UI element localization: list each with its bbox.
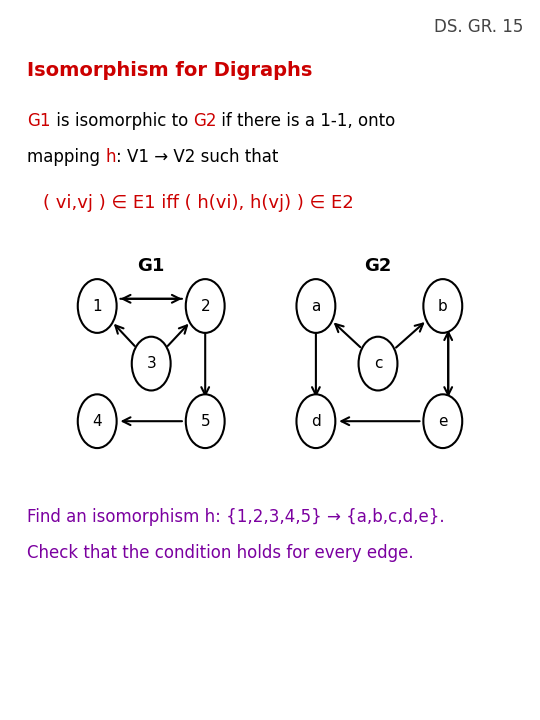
Ellipse shape	[186, 395, 225, 448]
Text: e: e	[438, 414, 448, 428]
Text: ( vi,vj ) ∈ E1 iff ( h(vi), h(vj) ) ∈ E2: ( vi,vj ) ∈ E1 iff ( h(vi), h(vj) ) ∈ E2	[43, 194, 354, 212]
Text: G2: G2	[193, 112, 217, 130]
Ellipse shape	[186, 279, 225, 333]
Ellipse shape	[78, 395, 117, 448]
Text: if there is a 1-1, onto: if there is a 1-1, onto	[217, 112, 396, 130]
Text: : V1 → V2 such that: : V1 → V2 such that	[116, 148, 278, 166]
Text: mapping: mapping	[27, 148, 105, 166]
Ellipse shape	[78, 279, 117, 333]
Text: a: a	[311, 299, 321, 313]
Text: G2: G2	[364, 257, 391, 275]
Text: DS. GR. 15: DS. GR. 15	[434, 18, 524, 36]
Text: h: h	[105, 148, 116, 166]
Text: is isomorphic to: is isomorphic to	[51, 112, 193, 130]
Text: c: c	[374, 356, 382, 371]
Ellipse shape	[132, 337, 171, 390]
Text: 3: 3	[146, 356, 156, 371]
Text: 1: 1	[92, 299, 102, 313]
Text: Check that the condition holds for every edge.: Check that the condition holds for every…	[27, 544, 414, 562]
Text: G1: G1	[27, 112, 51, 130]
Text: Find an isomorphism h: {1,2,3,4,5} → {a,b,c,d,e}.: Find an isomorphism h: {1,2,3,4,5} → {a,…	[27, 508, 444, 526]
Ellipse shape	[359, 337, 397, 390]
Text: 2: 2	[200, 299, 210, 313]
Ellipse shape	[296, 395, 335, 448]
Text: d: d	[311, 414, 321, 428]
Text: Isomorphism for Digraphs: Isomorphism for Digraphs	[27, 61, 312, 80]
Ellipse shape	[423, 279, 462, 333]
Text: 4: 4	[92, 414, 102, 428]
Text: 5: 5	[200, 414, 210, 428]
Ellipse shape	[296, 279, 335, 333]
Text: G1: G1	[138, 257, 165, 275]
Ellipse shape	[423, 395, 462, 448]
Text: b: b	[438, 299, 448, 313]
